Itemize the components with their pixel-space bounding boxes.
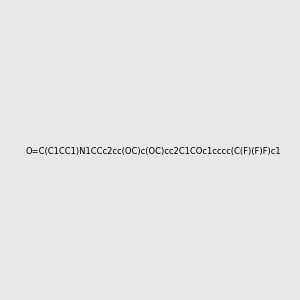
Text: O=C(C1CC1)N1CCc2cc(OC)c(OC)cc2C1COc1cccc(C(F)(F)F)c1: O=C(C1CC1)N1CCc2cc(OC)c(OC)cc2C1COc1cccc… bbox=[26, 147, 282, 156]
